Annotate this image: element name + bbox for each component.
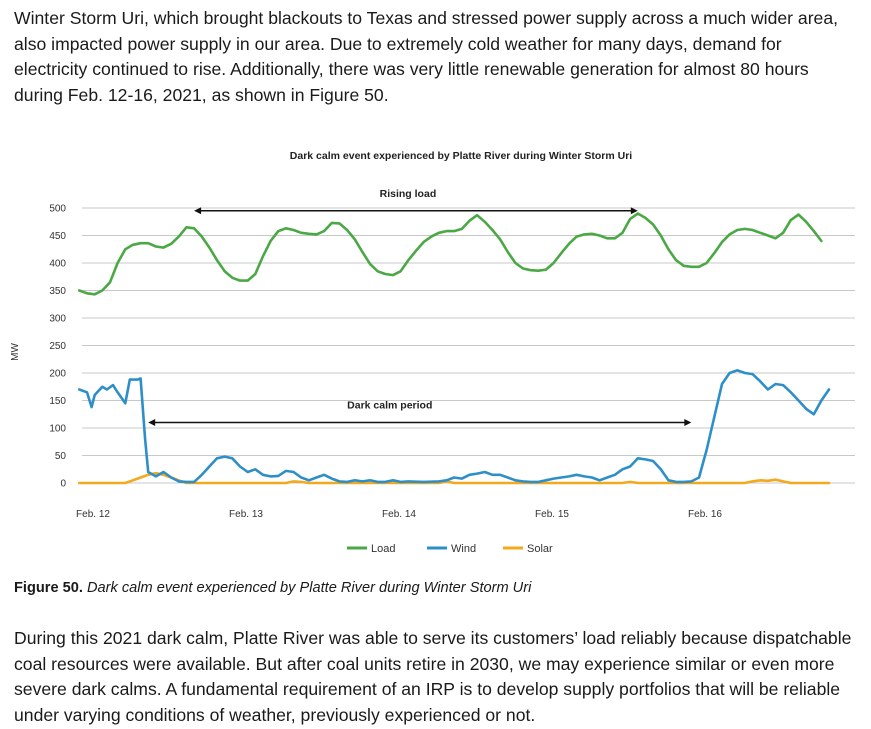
x-tick-label: Feb. 14 bbox=[382, 509, 416, 520]
annotation-arrowhead-right bbox=[684, 419, 692, 426]
y-tick-label: 400 bbox=[49, 259, 66, 270]
dark-calm-chart: Dark calm event experienced by Platte Ri… bbox=[10, 150, 855, 555]
legend: Load Wind Solar bbox=[347, 543, 553, 555]
legend-label-load: Load bbox=[371, 543, 395, 555]
annotation-arrowhead-right bbox=[630, 207, 638, 215]
y-tick-label: 450 bbox=[49, 231, 66, 242]
y-tick-label: 150 bbox=[49, 396, 66, 407]
y-axis-label: MW bbox=[10, 343, 21, 361]
series-wind-line bbox=[78, 369, 831, 484]
annotation-arrowhead-left bbox=[148, 419, 156, 426]
legend-label-wind: Wind bbox=[451, 543, 476, 555]
figure-caption: Figure 50. Dark calm event experienced b… bbox=[14, 580, 531, 596]
y-tick-label: 50 bbox=[55, 451, 67, 462]
grid-layer bbox=[82, 207, 855, 484]
caption-text: Dark calm event experienced by Platte Ri… bbox=[82, 580, 532, 596]
annotation-label: Dark calm period bbox=[347, 400, 432, 412]
x-tick-label: Feb. 13 bbox=[229, 509, 263, 520]
chart-title: Dark calm event experienced by Platte Ri… bbox=[290, 150, 633, 162]
y-tick-label: 500 bbox=[49, 204, 66, 215]
annotation-arrowhead-left bbox=[194, 207, 202, 215]
series-load-line bbox=[78, 212, 823, 296]
y-tick-label: 350 bbox=[49, 286, 66, 297]
y-tick-label: 300 bbox=[49, 314, 66, 325]
legend-label-solar: Solar bbox=[527, 543, 553, 555]
annotations-layer: Rising load Dark calm period bbox=[148, 188, 692, 426]
x-tick-label: Feb. 12 bbox=[76, 509, 110, 520]
x-ticks: Feb. 12 Feb. 13 Feb. 14 Feb. 15 Feb. 16 bbox=[76, 509, 722, 520]
y-tick-label: 200 bbox=[49, 369, 66, 380]
caption-label: Figure 50. bbox=[14, 580, 83, 596]
y-tick-label: 0 bbox=[60, 479, 66, 490]
x-tick-label: Feb. 15 bbox=[535, 509, 569, 520]
y-ticks: 0 50 100 150 200 250 300 350 400 450 500 bbox=[49, 204, 66, 490]
series-layer bbox=[78, 212, 831, 485]
outro-paragraph: During this 2021 dark calm, Platte River… bbox=[14, 628, 852, 725]
annotation-label: Rising load bbox=[380, 188, 437, 200]
intro-paragraph: Winter Storm Uri, which brought blackout… bbox=[14, 8, 839, 105]
x-tick-label: Feb. 16 bbox=[688, 509, 722, 520]
y-tick-label: 100 bbox=[49, 424, 66, 435]
y-tick-label: 250 bbox=[49, 341, 66, 352]
